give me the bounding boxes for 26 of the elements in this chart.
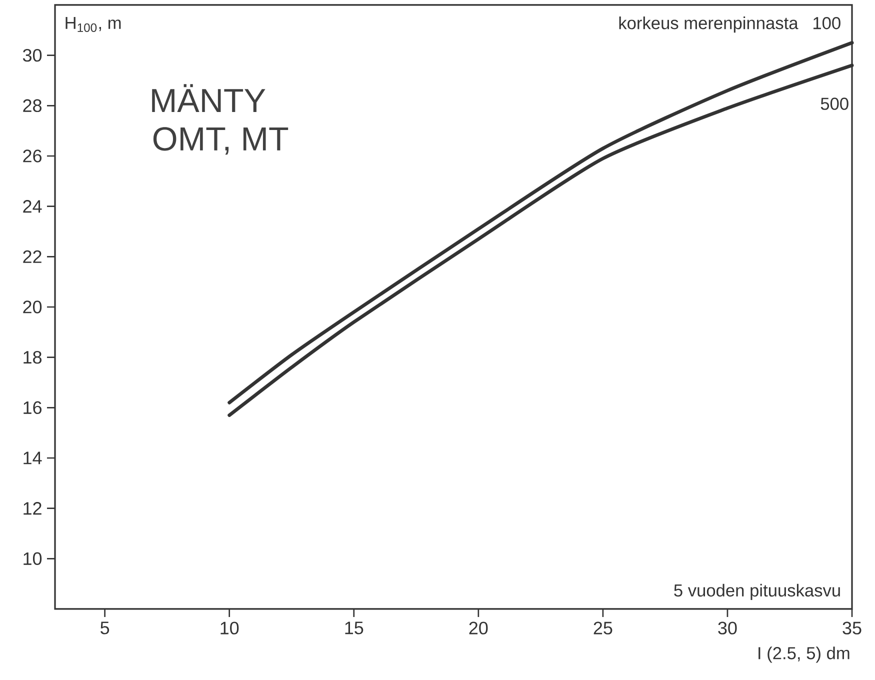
annotation: korkeus merenpinnasta: [619, 16, 798, 33]
x-tick-label: 5: [100, 622, 110, 634]
x-tick-label: 20: [469, 622, 488, 634]
y-tick-label: 16: [24, 401, 42, 414]
text: MÄNTY: [152, 84, 266, 112]
y-tick-label: 10: [24, 552, 42, 566]
y-tick-label: 30: [22, 48, 42, 62]
x-axis-title: I (2.5, 5) dm: [758, 646, 850, 663]
series-label: 500: [820, 98, 848, 110]
x-tick-label: 25: [594, 622, 612, 634]
text: OMT, MT: [153, 127, 288, 155]
y-axis-title: H$_{100}$, m: [66, 16, 121, 32]
x-tick-label: 15: [345, 622, 364, 634]
x-tick-label: 10: [220, 622, 239, 634]
x-tick-label: 35: [842, 622, 862, 634]
annotation: 5 vuoden pituuskasvu: [674, 584, 840, 600]
y-tick-label: 24: [23, 200, 42, 213]
y-tick-label: 12: [24, 502, 42, 515]
y-tick-label: 28: [23, 99, 42, 112]
y-tick-label: 14: [24, 452, 42, 464]
y-tick-label: 26: [23, 150, 42, 162]
series-label: 100: [814, 16, 840, 30]
y-tick-label: 18: [24, 350, 42, 364]
y-tick-label: 20: [23, 300, 42, 314]
x-tick-label: 30: [718, 622, 737, 634]
y-tick-label: 22: [23, 250, 42, 263]
